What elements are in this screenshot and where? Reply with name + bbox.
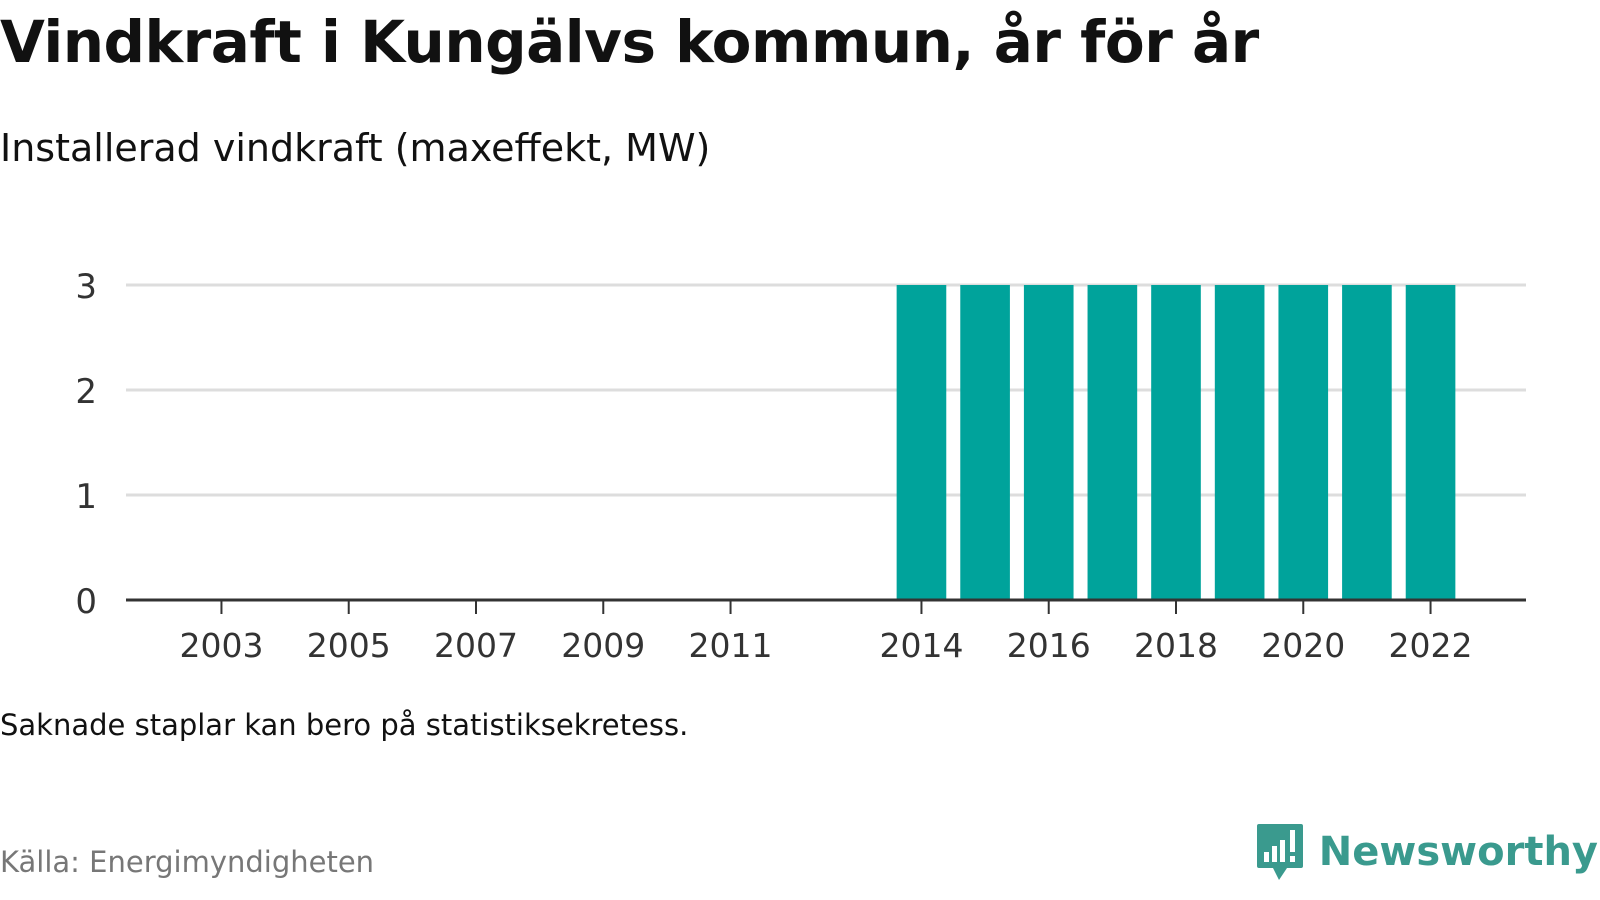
x-tick-label: 2009 — [561, 626, 645, 665]
bar — [1151, 285, 1201, 600]
x-tick-label: 2016 — [1007, 626, 1091, 665]
chart-subtitle: Installerad vindkraft (maxeffekt, MW) — [0, 126, 711, 170]
x-tick-label: 2007 — [434, 626, 518, 665]
brand-logo: Newsworthy — [1255, 822, 1598, 882]
brand-name: Newsworthy — [1318, 829, 1598, 875]
y-tick-label: 2 — [75, 372, 97, 412]
x-tick-label: 2003 — [179, 626, 263, 665]
bar-chart: 0 1 2 3 2003 2005 2007 2009 2011 2014 2016 2018 2020… — [75, 267, 1526, 665]
bar — [1087, 285, 1138, 600]
bar — [896, 285, 947, 600]
x-tick-label: 2022 — [1389, 626, 1473, 665]
bar — [1278, 285, 1329, 600]
bar — [960, 285, 1010, 600]
x-tick-label: 2020 — [1261, 626, 1345, 665]
y-tick-label: 1 — [75, 477, 97, 517]
x-tick-label: 2018 — [1134, 626, 1218, 665]
y-tick-label: 0 — [75, 582, 97, 622]
bar — [1023, 285, 1074, 600]
newsworthy-logo-icon — [1256, 824, 1303, 880]
chart-title: Vindkraft i Kungälvs kommun, år för år — [0, 8, 1259, 76]
bars — [896, 285, 1456, 600]
tick-labels: 0 1 2 3 2003 2005 2007 2009 2011 2014 2016 2018 2020… — [75, 267, 1472, 665]
bar — [1342, 285, 1392, 600]
bar — [1405, 285, 1456, 600]
axes — [126, 598, 1526, 614]
y-tick-label: 3 — [75, 267, 97, 307]
bar — [1214, 285, 1265, 600]
chart-note: Saknade staplar kan bero på statistiksek… — [0, 708, 689, 742]
x-tick-label: 2011 — [689, 626, 773, 665]
source-label: Källa: Energimyndigheten — [0, 845, 375, 879]
x-tick-label: 2005 — [307, 626, 391, 665]
x-tick-label: 2014 — [879, 626, 963, 665]
